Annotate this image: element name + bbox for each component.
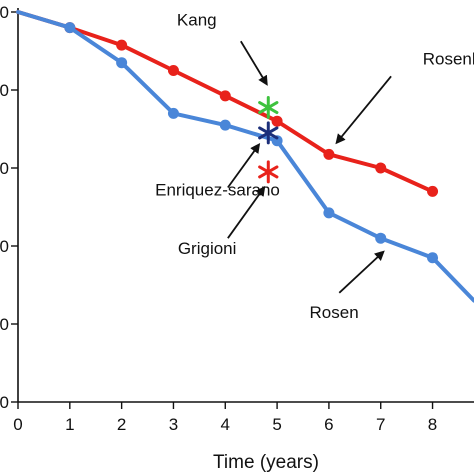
series-point-1 (427, 252, 439, 264)
asterisk-marker-kang (258, 96, 279, 120)
series-point-1 (167, 107, 179, 119)
y-tick-label: 0 (0, 3, 9, 22)
annotation-label: Enriquez-sarano (155, 180, 280, 199)
x-tick-label: 1 (65, 415, 74, 434)
x-tick-label: 5 (272, 415, 281, 434)
series-point-0 (375, 162, 387, 174)
asterisk-marker-grigioni (258, 160, 279, 184)
asterisk-stroke (258, 165, 279, 179)
series-point-0 (323, 148, 335, 160)
x-tick-label: 4 (221, 415, 230, 434)
series-point-0 (219, 90, 231, 102)
series-point-1 (116, 57, 128, 69)
study-markers (258, 96, 279, 184)
y-tick-label: 0 (0, 81, 9, 100)
x-tick-label: 0 (13, 415, 22, 434)
annotation-label: Rosen (310, 303, 359, 322)
annotation-arrow (227, 142, 261, 189)
series-point-0 (271, 115, 283, 127)
x-tick-label: 6 (324, 415, 333, 434)
series-point-1 (219, 119, 231, 131)
series-layer (16, 10, 474, 303)
annotation-arrow (240, 40, 268, 86)
series-point-1 (323, 207, 335, 219)
annotation-label: Grigioni (178, 239, 237, 258)
annotation-arrow (227, 185, 266, 239)
y-tick-label: 0 (0, 315, 9, 334)
annotation-label: Rosenhek (423, 50, 474, 69)
annotation-arrow (335, 75, 392, 145)
asterisk-marker-enriquez-sarano (258, 121, 279, 145)
series-point-1 (64, 22, 76, 34)
series-point-0 (116, 39, 128, 51)
x-tick-label: 8 (428, 415, 437, 434)
asterisk-stroke (258, 126, 279, 140)
annotation-label: Kang (177, 11, 217, 30)
y-tick-label: 0 (0, 393, 9, 412)
series-point-0 (427, 185, 439, 197)
series-point-1 (375, 232, 387, 244)
series-line-1 (16, 10, 474, 303)
y-tick-label: 0 (0, 237, 9, 256)
x-tick-label: 7 (376, 415, 385, 434)
x-tick-label: 2 (117, 415, 126, 434)
y-tick-label: 0 (0, 159, 9, 178)
asterisk-stroke (258, 101, 279, 115)
x-axis-title: Time (years) (213, 452, 319, 473)
annotations: Kang Rosenhek Enriquez-sarano Grigioni Rosen (155, 11, 474, 322)
annotation-arrow (338, 250, 385, 294)
x-tick-label: 3 (169, 415, 178, 434)
series-point-0 (167, 65, 179, 76)
